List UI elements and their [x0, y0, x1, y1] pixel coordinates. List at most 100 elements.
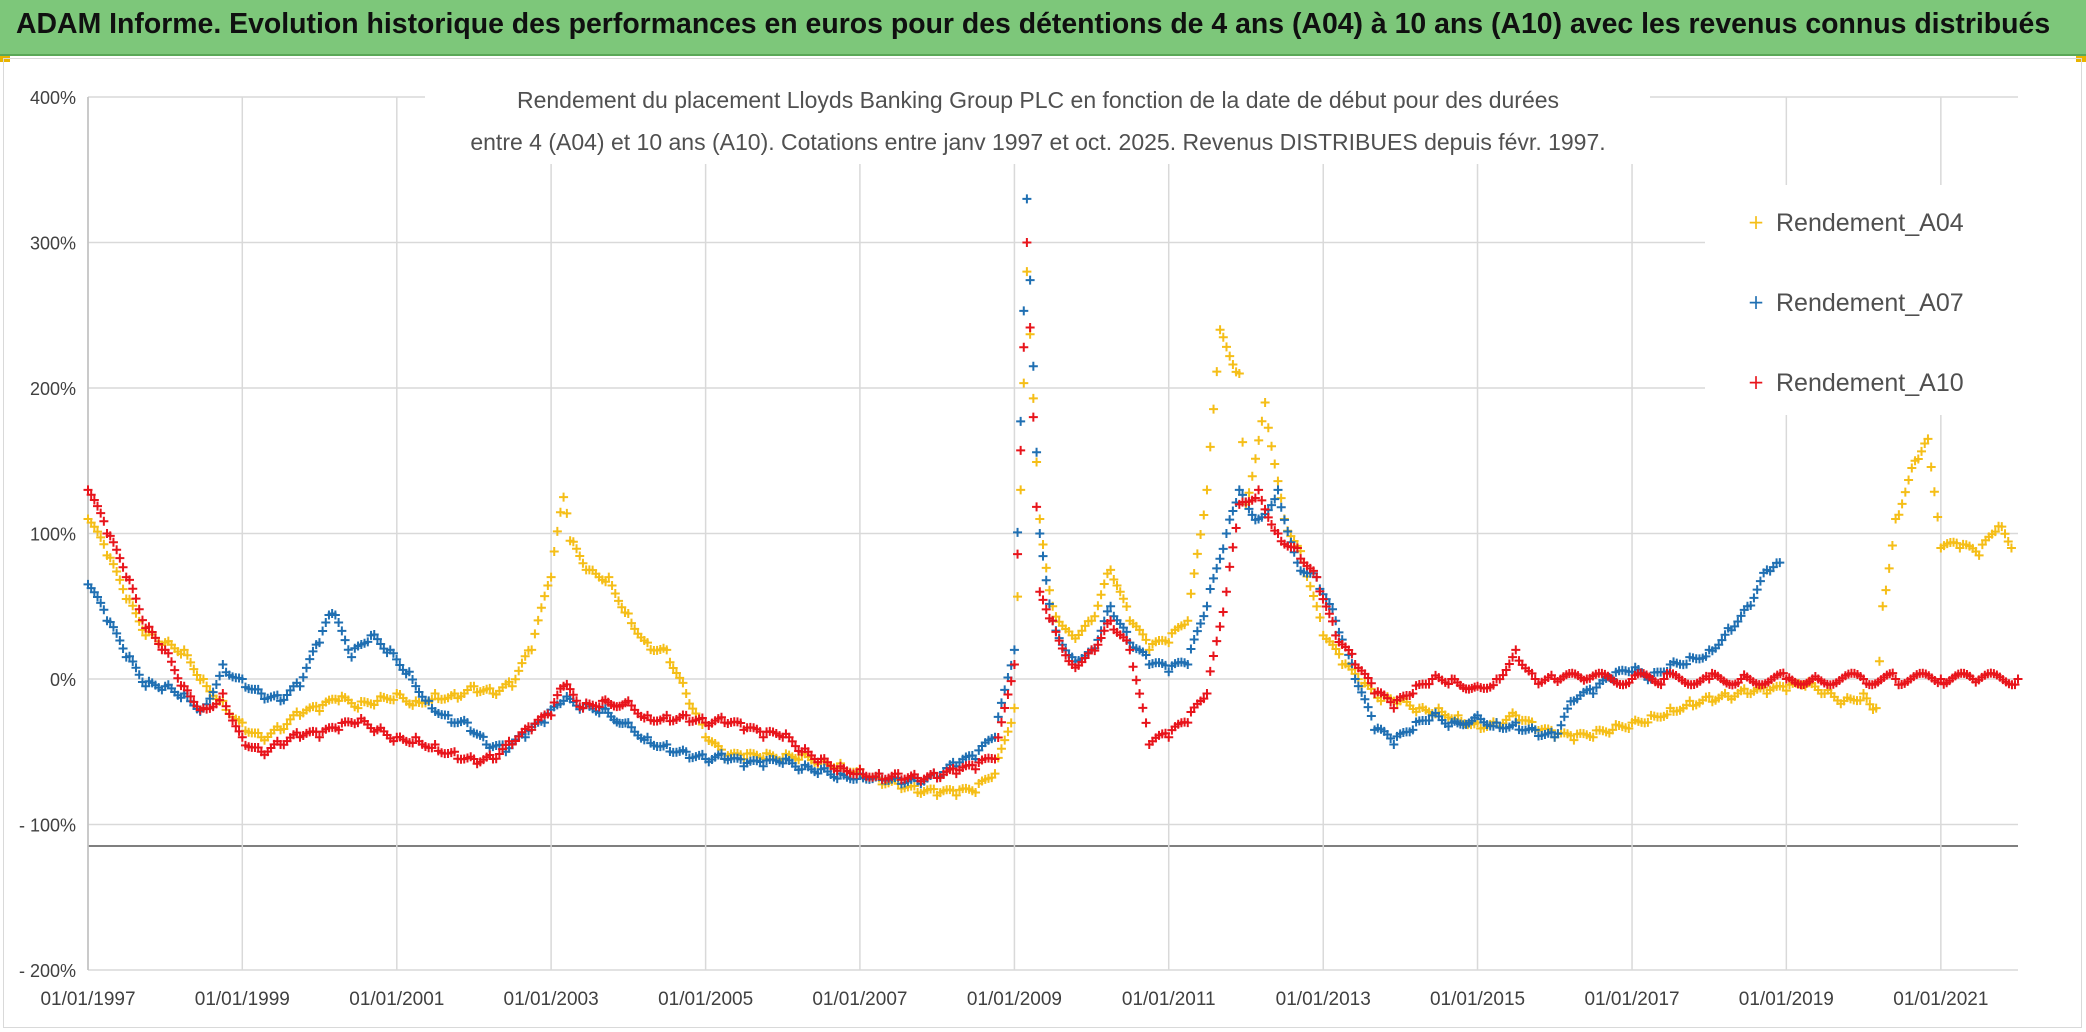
point-rendement-a10	[115, 553, 125, 563]
point-rendement-a07	[208, 687, 218, 697]
point-rendement-a04	[614, 596, 624, 606]
point-rendement-a10	[1389, 703, 1399, 713]
point-rendement-a07	[343, 645, 353, 655]
point-rendement-a10	[166, 657, 176, 667]
point-rendement-a10	[1328, 616, 1338, 626]
point-rendement-a07	[392, 654, 402, 664]
point-rendement-a07	[340, 635, 350, 645]
point-rendement-a10	[215, 695, 225, 705]
point-rendement-a04	[389, 695, 399, 705]
point-rendement-a07	[1283, 527, 1293, 537]
point-rendement-a07	[305, 654, 315, 664]
point-rendement-a07	[1720, 630, 1730, 640]
point-rendement-a10	[314, 732, 324, 742]
x-tick-label: 01/01/2007	[812, 989, 907, 1010]
point-rendement-a04	[1662, 710, 1672, 720]
point-rendement-a04	[971, 787, 981, 797]
point-rendement-a10	[408, 738, 418, 748]
point-rendement-a10	[855, 764, 865, 774]
point-rendement-a04	[514, 666, 524, 676]
point-rendement-a10	[1183, 718, 1193, 728]
point-rendement-a07	[295, 681, 305, 691]
point-rendement-a04	[568, 537, 578, 547]
point-rendement-a07	[1553, 729, 1563, 739]
point-rendement-a04	[1225, 351, 1235, 361]
point-rendement-a07	[1192, 626, 1202, 636]
point-rendement-a04	[668, 663, 678, 673]
point-rendement-a10	[170, 665, 180, 675]
point-rendement-a04	[555, 507, 565, 517]
point-rendement-a07	[778, 758, 788, 768]
point-rendement-a10	[1656, 680, 1666, 690]
point-rendement-a10	[662, 710, 672, 720]
legend-background	[1705, 185, 2025, 415]
point-rendement-a10	[1125, 645, 1135, 655]
point-rendement-a10	[1858, 674, 1868, 684]
point-rendement-a10	[173, 673, 183, 683]
point-rendement-a07	[1102, 606, 1112, 616]
point-rendement-a04	[182, 650, 192, 660]
point-rendement-a10	[996, 717, 1006, 727]
point-rendement-a10	[1054, 636, 1064, 646]
point-rendement-a04	[1884, 563, 1894, 573]
point-rendement-a10	[1778, 668, 1788, 678]
point-rendement-a04	[2000, 529, 2010, 539]
point-rendement-a04	[1862, 693, 1872, 703]
point-rendement-a10	[144, 622, 154, 632]
point-rendement-a07	[124, 651, 134, 661]
y-tick-label: 0%	[50, 670, 76, 690]
point-rendement-a10	[572, 696, 582, 706]
point-rendement-a04	[909, 781, 919, 791]
point-rendement-a07	[318, 626, 328, 636]
point-rendement-a04	[1257, 416, 1267, 426]
point-rendement-a04	[533, 615, 543, 625]
x-tick-label: 01/01/2013	[1276, 989, 1371, 1010]
point-rendement-a07	[1717, 635, 1727, 645]
point-rendement-a10	[642, 710, 652, 720]
point-rendement-a04	[1238, 437, 1248, 447]
point-rendement-a10	[228, 716, 238, 726]
point-rendement-a07	[443, 710, 453, 720]
point-rendement-a10	[1504, 659, 1514, 669]
point-rendement-a04	[99, 539, 109, 549]
point-rendement-a04	[1608, 725, 1618, 735]
point-rendement-a10	[1131, 675, 1141, 685]
point-rendement-a04	[1013, 592, 1023, 602]
point-rendement-a10	[1025, 322, 1035, 332]
point-rendement-a04	[1199, 510, 1209, 520]
corner-marker-left	[0, 56, 10, 62]
point-rendement-a10	[1408, 689, 1418, 699]
point-rendement-a10	[1061, 650, 1071, 660]
point-rendement-a04	[1917, 446, 1927, 456]
point-rendement-a04	[1865, 699, 1875, 709]
point-rendement-a04	[1990, 527, 2000, 537]
point-rendement-a10	[1035, 587, 1045, 597]
chart-title-line-1: Rendement du placement Lloyds Banking Gr…	[517, 87, 1559, 113]
point-rendement-a07	[314, 638, 324, 648]
point-rendement-a07	[1357, 687, 1367, 697]
point-rendement-a07	[1215, 554, 1225, 564]
point-rendement-a04	[1276, 493, 1286, 503]
point-rendement-a04	[311, 701, 321, 711]
point-rendement-a07	[681, 747, 691, 757]
point-rendement-a10	[86, 490, 96, 500]
point-rendement-a04	[1376, 696, 1386, 706]
point-rendement-a04	[520, 651, 530, 661]
point-rendement-a04	[794, 755, 804, 765]
point-rendement-a07	[1212, 563, 1222, 573]
point-rendement-a10	[1041, 604, 1051, 614]
point-rendement-a04	[996, 744, 1006, 754]
point-rendement-a07	[1044, 599, 1054, 609]
point-rendement-a04	[1141, 635, 1151, 645]
point-rendement-a10	[1096, 633, 1106, 643]
chart-frame	[3, 58, 2082, 1028]
point-rendement-a10	[1254, 485, 1264, 495]
chart-legend: + Rendement_A04 + Rendement_A07 + Rendem…	[1705, 185, 2025, 415]
point-rendement-a07	[996, 698, 1006, 708]
point-rendement-a04	[1077, 626, 1087, 636]
point-rendement-a10	[1704, 674, 1714, 684]
point-rendement-a07	[478, 732, 488, 742]
point-rendement-a10	[1363, 673, 1373, 683]
point-rendement-a07	[424, 696, 434, 706]
point-rendement-a04	[1926, 462, 1936, 472]
